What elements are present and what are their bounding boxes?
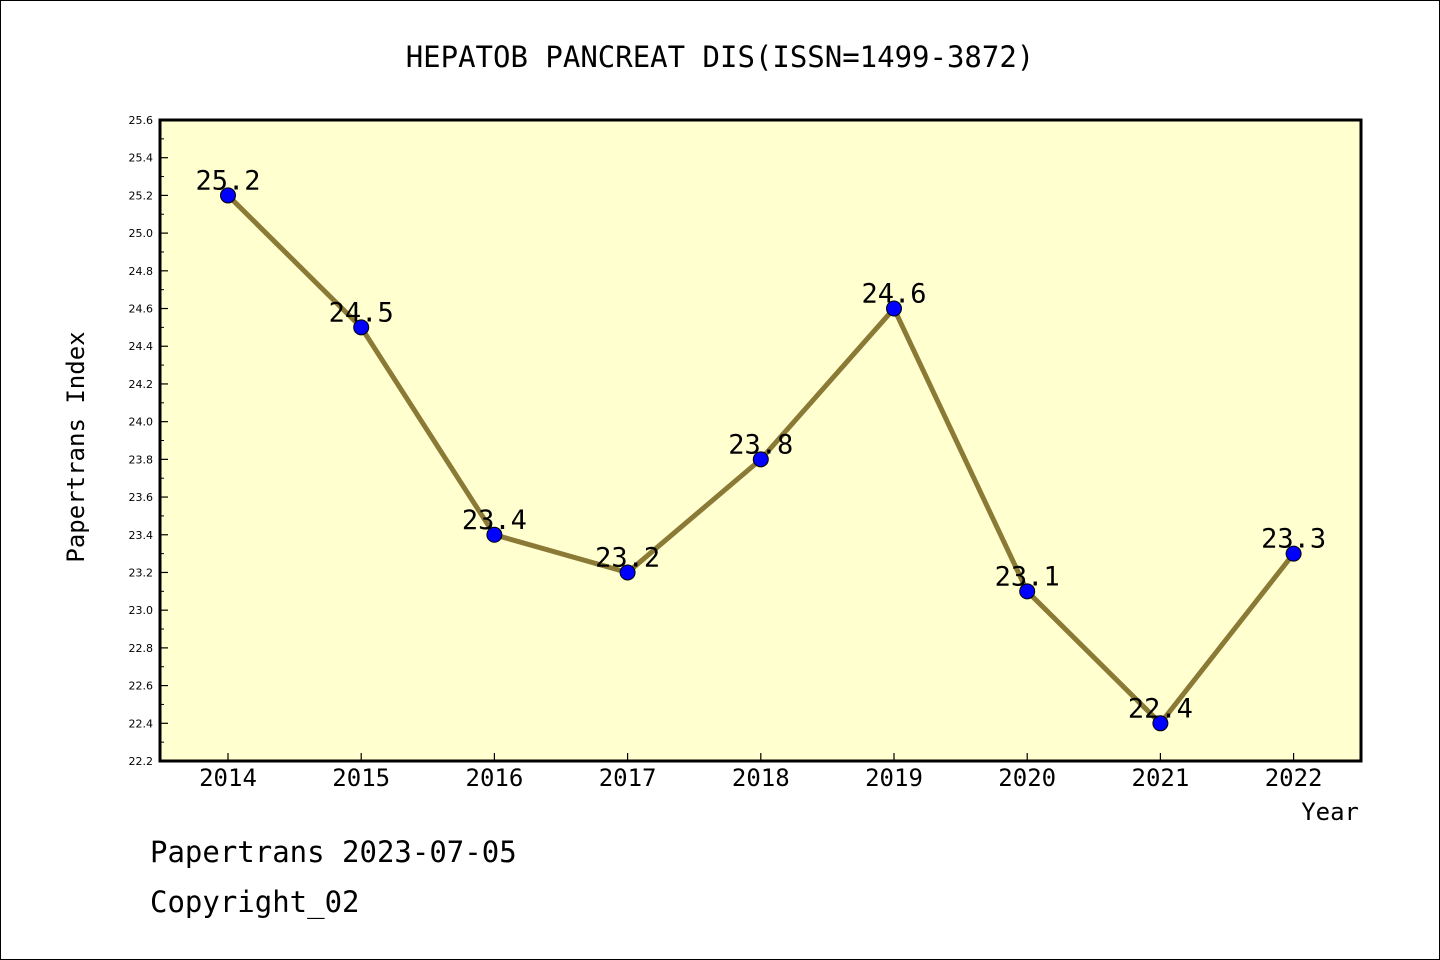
y-tick-label: 23.2 (129, 566, 154, 579)
y-tick-label: 25.0 (129, 227, 154, 240)
data-label: 23.3 (1261, 524, 1326, 555)
x-tick-label: 2021 (1132, 764, 1190, 792)
y-tick-label: 22.4 (129, 717, 154, 730)
x-tick-label: 2015 (332, 764, 390, 792)
data-point-marker (1019, 583, 1036, 600)
footer-copyright: Copyright_02 (150, 885, 360, 919)
data-point-marker (752, 451, 769, 468)
y-tick-label: 23.0 (129, 604, 154, 617)
data-point-marker (619, 564, 636, 581)
y-tick-label: 23.8 (129, 453, 154, 466)
data-point-marker (1285, 545, 1302, 562)
data-point-marker (353, 319, 370, 336)
x-tick-label: 2022 (1265, 764, 1323, 792)
x-tick-label: 2020 (998, 764, 1056, 792)
y-tick-label: 23.6 (129, 491, 154, 504)
y-tick-label: 22.6 (129, 680, 154, 693)
data-label: 25.2 (195, 165, 260, 196)
y-tick-label: 25.4 (129, 152, 154, 165)
y-tick-label: 22.2 (129, 755, 154, 768)
data-point-marker (1152, 715, 1169, 732)
y-axis: 22.2 22.4 22.6 22.8 23.0 23.2 23.4 23.6 23.8 24.0… (129, 114, 168, 768)
y-tick-label: 23.4 (129, 529, 154, 542)
series-layer: 25.2 24.5 23.4 23.2 23.8 24.6 23.1 22.4 23.3 (195, 165, 1326, 732)
y-tick-label: 25.6 (129, 114, 154, 127)
x-tick-label: 2016 (466, 764, 524, 792)
x-tick-label: 2017 (599, 764, 657, 792)
x-axis-label: Year (1301, 798, 1359, 826)
data-label: 22.4 (1128, 693, 1193, 724)
chart-title: HEPATOB PANCREAT DIS(ISSN=1499-3872) (406, 40, 1035, 74)
data-point-marker (220, 187, 236, 204)
y-tick-label: 25.2 (129, 189, 154, 202)
data-point-marker (486, 526, 503, 543)
y-axis-label: Papertrans Index (62, 331, 90, 562)
x-tick-label: 2014 (199, 764, 257, 792)
data-point-marker (886, 300, 902, 317)
y-tick-label: 22.8 (129, 642, 154, 655)
y-tick-label: 24.4 (129, 340, 154, 353)
y-tick-label: 24.2 (129, 378, 154, 391)
data-label: 24.6 (861, 279, 926, 310)
x-axis: 2014 2015 2016 2017 2018 2019 2020 2021 2022 (199, 753, 1322, 792)
data-label: 23.2 (595, 542, 660, 573)
y-tick-label: 24.6 (129, 303, 154, 316)
x-tick-label: 2019 (865, 764, 923, 792)
plot-area (158, 118, 1363, 763)
data-label: 24.5 (329, 297, 394, 328)
x-tick-label: 2018 (732, 764, 790, 792)
footer-date: Papertrans 2023-07-05 (150, 835, 517, 869)
data-label: 23.1 (995, 561, 1060, 592)
y-tick-label: 24.0 (129, 416, 154, 429)
data-label: 23.4 (462, 505, 527, 536)
y-tick-label: 24.8 (129, 265, 154, 278)
data-label: 23.8 (728, 429, 793, 460)
